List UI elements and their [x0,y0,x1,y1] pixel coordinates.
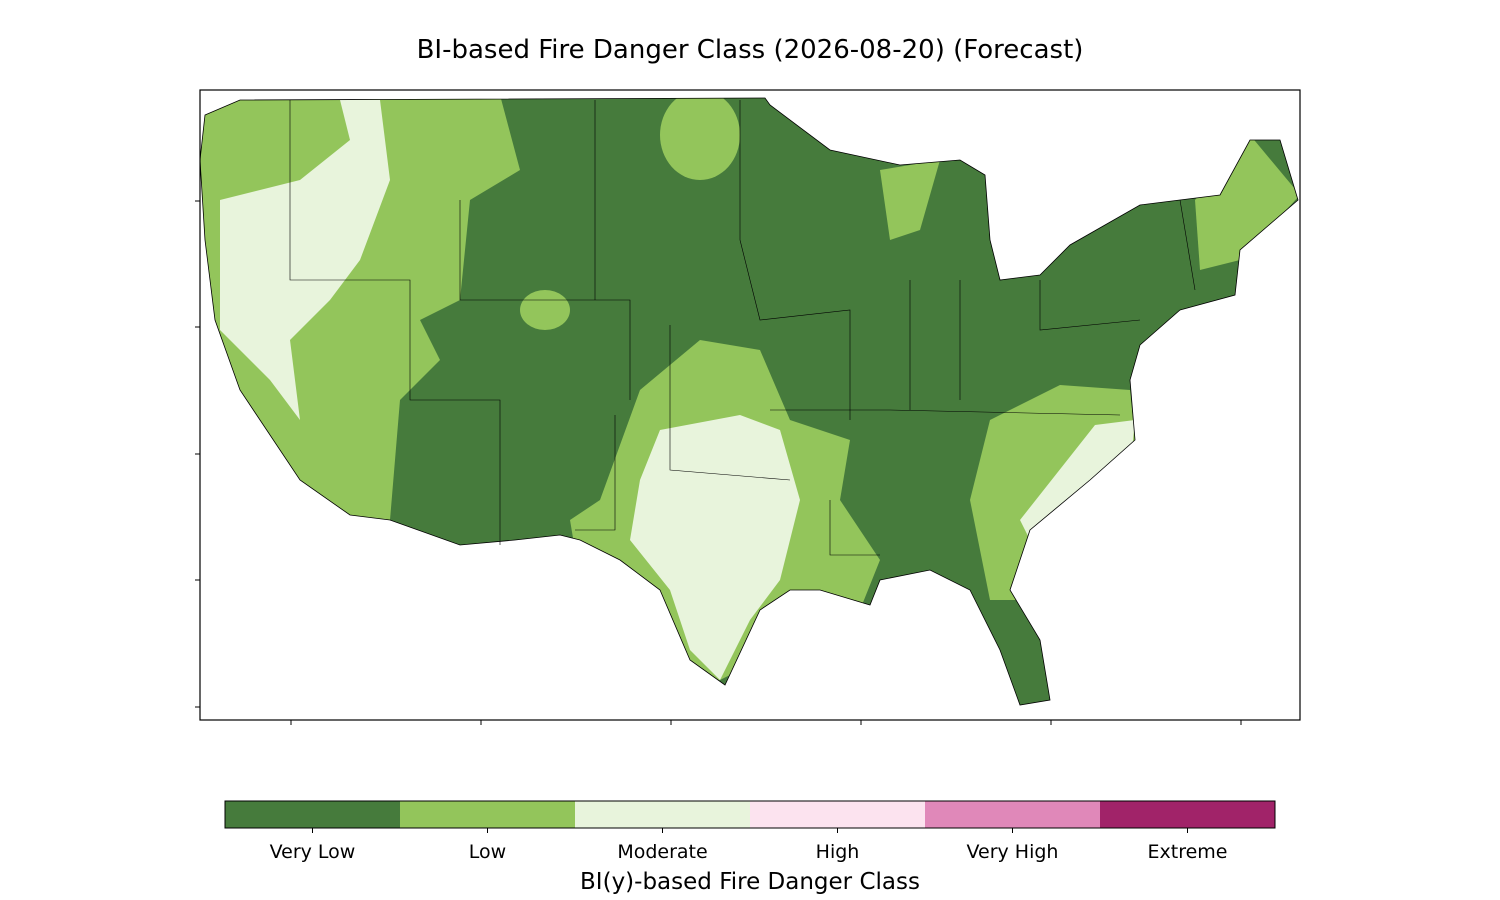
colorbar-class-label: Very High [967,841,1059,863]
colorbar: Very Low Low Moderate High Very High Extreme [225,801,1275,863]
map-frame [199,89,1301,721]
zone-low [1195,135,1298,270]
zone-moderate [630,415,800,680]
zone-moderate [1020,420,1135,540]
zone-low [520,290,570,330]
colorbar-segment [925,801,1100,828]
map-title: BI-based Fire Danger Class (2026-08-20) … [417,35,1084,65]
map-fill [200,98,1298,705]
colorbar-segment [225,801,400,828]
tick-marks [195,200,1242,725]
colorbar-class-label: Low [469,841,506,863]
zone-moderate [220,100,390,420]
border-lines [289,100,1196,556]
colorbar-class-label: Very Low [270,841,356,863]
colorbar-segment [1100,801,1275,828]
zone-low [880,160,940,240]
axis-ticks [195,200,1242,725]
colorbar-frame [224,800,1276,829]
zone-low [660,98,740,180]
colorbar-segment [400,801,575,828]
colorbar-segment [750,801,925,828]
colorbar-class-label: Moderate [617,841,707,863]
colorbar-segment [575,801,750,828]
colorbar-label: BI(y)-based Fire Danger Class [580,869,920,895]
colorbar-class-label: Extreme [1148,841,1228,863]
state-borders [289,100,1196,556]
colorbar-class-label: High [816,841,860,863]
